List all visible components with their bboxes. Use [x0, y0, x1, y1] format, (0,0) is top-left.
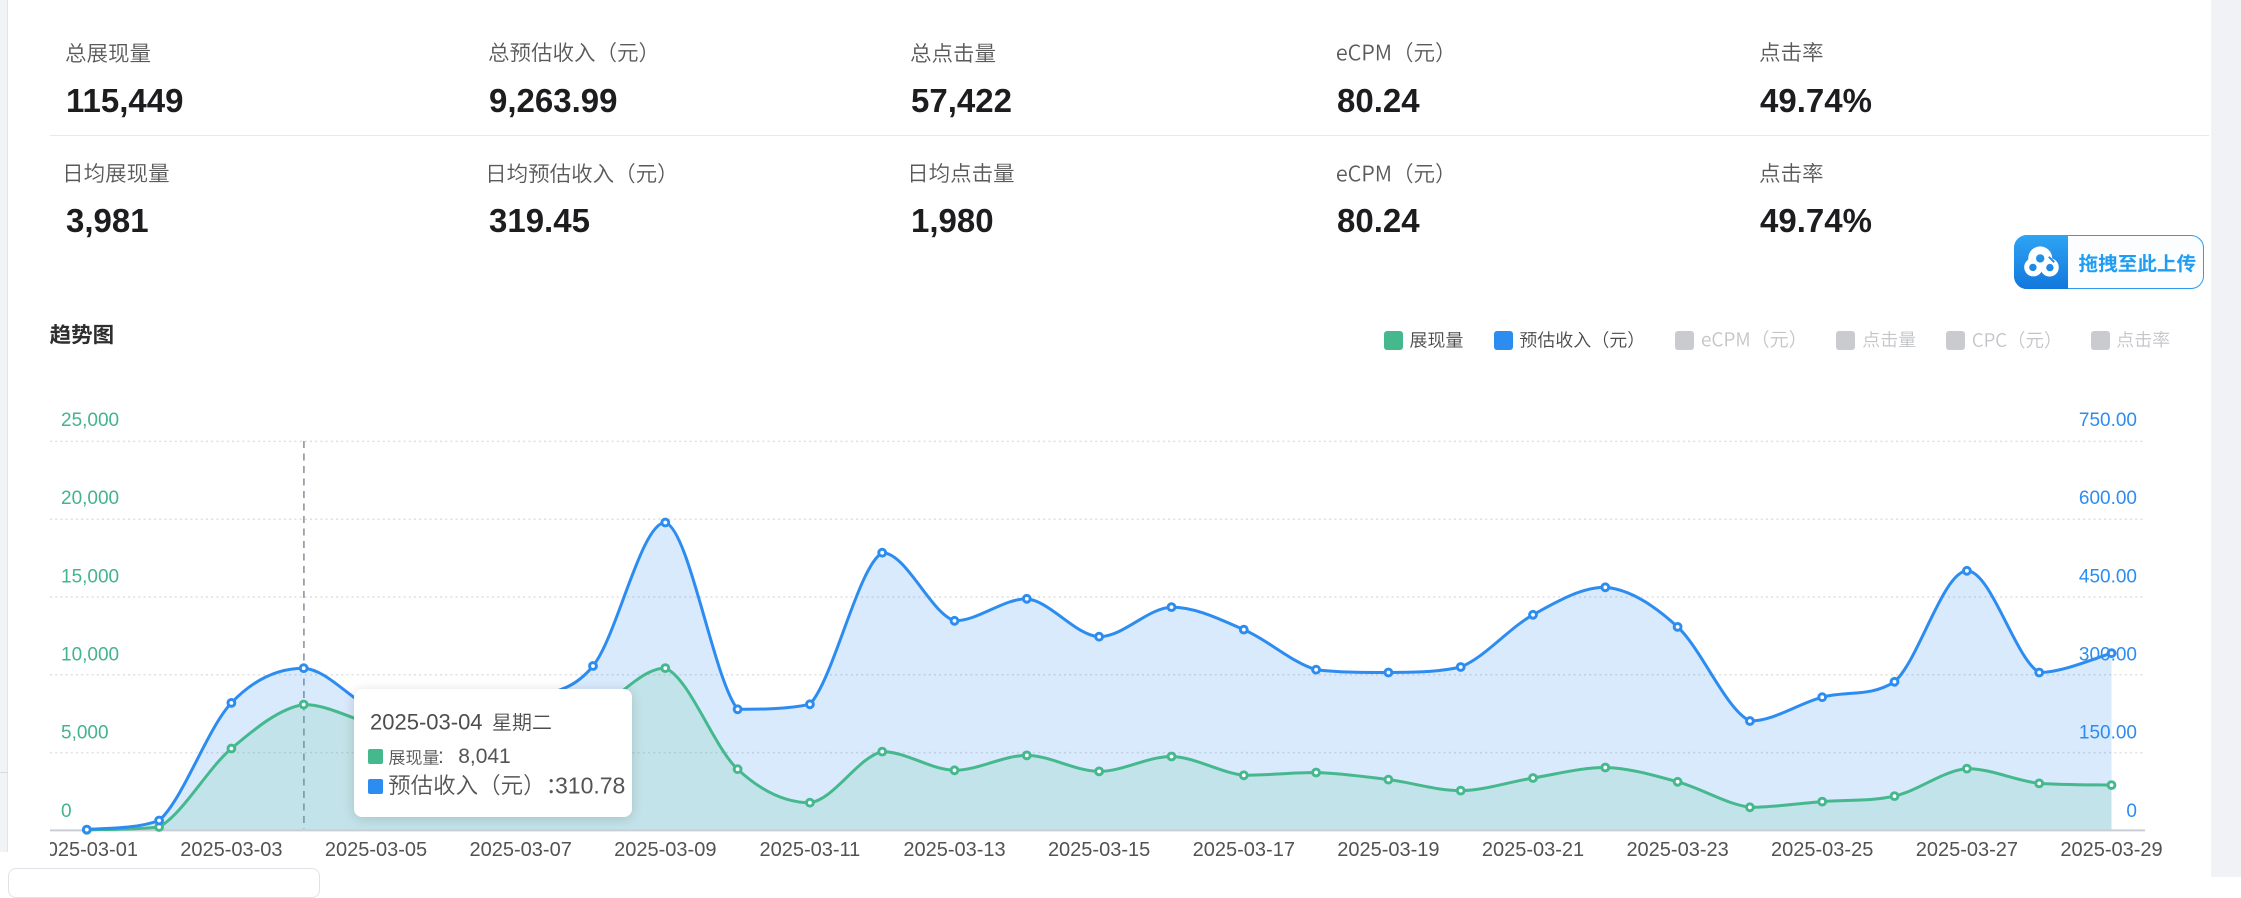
svg-text:2025-03-03: 2025-03-03: [180, 839, 282, 861]
svg-text:10,000: 10,000: [61, 645, 119, 666]
svg-text:5,000: 5,000: [61, 723, 109, 744]
svg-text:2025-03-13: 2025-03-13: [903, 839, 1005, 861]
svg-text:150.00: 150.00: [2079, 723, 2137, 744]
svg-text:8,041: 8,041: [458, 745, 511, 768]
svg-text:0: 0: [2126, 801, 2137, 822]
svg-text:49.74%: 49.74%: [1760, 202, 1872, 239]
svg-text:2025-03-19: 2025-03-19: [1337, 839, 1439, 861]
svg-text:2025-03-27: 2025-03-27: [1916, 839, 2018, 861]
svg-text:2025-03-25: 2025-03-25: [1771, 839, 1873, 861]
svg-text:2025-03-17: 2025-03-17: [1193, 839, 1295, 861]
svg-text:25,000: 25,000: [61, 410, 119, 431]
svg-text:2025-03-05: 2025-03-05: [325, 839, 427, 861]
svg-text:3,981: 3,981: [66, 202, 149, 239]
svg-text::: :: [438, 745, 444, 768]
svg-text:2025-03-04: 2025-03-04: [370, 710, 483, 735]
svg-text:80.24: 80.24: [1337, 202, 1420, 239]
svg-text:319.45: 319.45: [489, 202, 590, 239]
svg-text:750.00: 750.00: [2079, 410, 2137, 431]
svg-text:9,263.99: 9,263.99: [489, 82, 617, 119]
svg-text:2025-03-01: 2025-03-01: [50, 839, 138, 861]
svg-text:2025-03-11: 2025-03-11: [759, 839, 860, 861]
svg-text:450.00: 450.00: [2079, 566, 2137, 587]
svg-text:300.00: 300.00: [2079, 645, 2137, 666]
svg-text:0: 0: [61, 801, 72, 822]
svg-text:310.78: 310.78: [555, 773, 625, 799]
svg-text:2025-03-21: 2025-03-21: [1482, 839, 1584, 861]
svg-text:80.24: 80.24: [1337, 82, 1420, 119]
svg-text:2025-03-09: 2025-03-09: [614, 839, 716, 861]
svg-text:115,449: 115,449: [66, 82, 183, 119]
svg-text:15,000: 15,000: [61, 566, 119, 587]
svg-text:2025-03-07: 2025-03-07: [470, 839, 572, 861]
svg-text:49.74%: 49.74%: [1760, 82, 1872, 119]
svg-text:600.00: 600.00: [2079, 488, 2137, 509]
svg-text:57,422: 57,422: [911, 82, 1012, 119]
svg-text:1,980: 1,980: [911, 202, 994, 239]
svg-text:2025-03-15: 2025-03-15: [1048, 839, 1150, 861]
svg-text:2025-03-29: 2025-03-29: [2060, 839, 2162, 861]
svg-text:2025-03-23: 2025-03-23: [1626, 839, 1728, 861]
svg-text:20,000: 20,000: [61, 488, 119, 509]
